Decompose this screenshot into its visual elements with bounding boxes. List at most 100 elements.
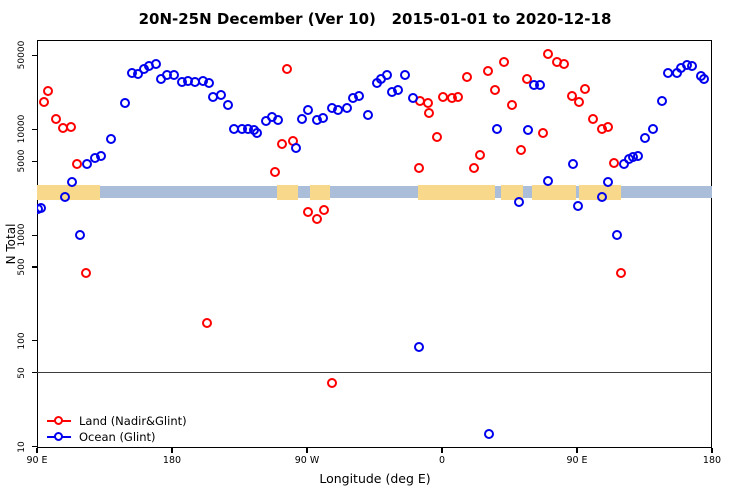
- scatter-point-land: [559, 58, 570, 69]
- scatter-point-ocean: [382, 69, 393, 80]
- scatter-point-ocean: [272, 114, 283, 125]
- scatter-point-ocean: [413, 342, 424, 353]
- scatter-point-land: [281, 63, 292, 74]
- scatter-point-ocean: [596, 191, 607, 202]
- scatter-point-ocean: [640, 132, 651, 143]
- scatter-point-ocean: [484, 428, 495, 439]
- y-tick-label: 5000: [17, 149, 27, 173]
- x-tick: [576, 448, 578, 453]
- scatter-point-land: [616, 268, 627, 279]
- x-tick-label: 180: [162, 455, 182, 466]
- y-tick-label: 50: [17, 366, 27, 379]
- scatter-point-land: [475, 150, 486, 161]
- scatter-point-land: [461, 71, 472, 82]
- scatter-point-ocean: [572, 200, 583, 211]
- scatter-point-land: [326, 378, 337, 389]
- scatter-point-ocean: [251, 127, 262, 138]
- map-strip-land: [418, 184, 495, 200]
- scatter-point-land: [482, 66, 493, 77]
- y-tick: [32, 234, 37, 236]
- plot-area: [37, 40, 712, 448]
- scatter-point-ocean: [151, 58, 162, 69]
- scatter-point-ocean: [37, 202, 46, 213]
- scatter-point-land: [515, 144, 526, 155]
- scatter-point-ocean: [568, 158, 579, 169]
- scatter-point-land: [413, 162, 424, 173]
- x-tick-label: 90 E: [566, 455, 588, 466]
- y-tick-label: 500: [17, 258, 27, 276]
- x-tick-label: 0: [438, 455, 446, 466]
- scatter-point-ocean: [106, 133, 117, 144]
- scatter-point-land: [499, 56, 510, 67]
- scatter-point-land: [269, 167, 280, 177]
- legend-item-land: Land (Nadir&Glint): [47, 413, 187, 429]
- x-tick-label: 180: [702, 455, 722, 466]
- legend-label-ocean: Ocean (Glint): [79, 430, 156, 444]
- scatter-point-land: [319, 205, 330, 216]
- y-tick: [32, 266, 37, 268]
- legend-label-land: Land (Nadir&Glint): [79, 414, 187, 428]
- scatter-point-ocean: [302, 104, 313, 115]
- scatter-point-ocean: [686, 60, 697, 71]
- scatter-point-ocean: [223, 99, 234, 110]
- scatter-point-ocean: [611, 229, 622, 240]
- scatter-point-land: [608, 158, 619, 169]
- scatter-point-land: [422, 97, 433, 108]
- scatter-point-ocean: [203, 78, 214, 89]
- y-tick: [32, 54, 37, 57]
- scatter-point-land: [587, 113, 598, 124]
- scatter-point-land: [43, 85, 54, 96]
- scatter-point-ocean: [535, 80, 546, 91]
- scatter-point-land: [202, 318, 213, 329]
- scatter-point-land: [542, 48, 553, 59]
- scatter-point-ocean: [215, 89, 226, 100]
- scatter-point-ocean: [290, 142, 301, 153]
- scatter-point-land: [65, 121, 76, 132]
- map-strip-land: [532, 184, 576, 200]
- scatter-point-ocean: [169, 70, 180, 81]
- land-marker-icon: [47, 415, 71, 427]
- scatter-point-ocean: [698, 73, 709, 84]
- scatter-point-ocean: [523, 125, 534, 136]
- x-tick: [306, 448, 308, 453]
- legend-item-ocean: Ocean (Glint): [47, 429, 187, 445]
- scatter-point-ocean: [296, 113, 307, 124]
- scatter-point-ocean: [82, 158, 93, 169]
- scatter-point-land: [80, 268, 91, 279]
- scatter-point-land: [469, 162, 480, 173]
- scatter-point-ocean: [317, 112, 328, 123]
- x-tick: [441, 448, 443, 453]
- scatter-point-land: [521, 73, 532, 84]
- scatter-point-ocean: [514, 196, 525, 207]
- scatter-point-ocean: [67, 176, 78, 187]
- y-tick: [32, 446, 37, 448]
- scatter-point-ocean: [362, 109, 373, 120]
- scatter-point-ocean: [491, 124, 502, 135]
- plot-border: [37, 40, 712, 448]
- y-tick: [32, 128, 37, 130]
- map-strip-land: [500, 184, 523, 200]
- map-strip-land: [277, 184, 298, 200]
- y-tick-label: 100: [17, 332, 27, 350]
- scatter-point-ocean: [74, 229, 85, 240]
- reference-line: [37, 371, 712, 374]
- scatter-point-land: [71, 159, 82, 170]
- map-strip-land: [310, 184, 330, 200]
- y-tick: [32, 340, 37, 342]
- scatter-point-land: [602, 121, 613, 132]
- scatter-point-land: [574, 96, 585, 107]
- x-axis-title: Longitude (deg E): [319, 471, 431, 486]
- scatter-point-ocean: [647, 123, 658, 134]
- y-tick: [32, 160, 37, 162]
- map-strip-land: [37, 184, 100, 200]
- scatter-point-ocean: [341, 102, 352, 113]
- scatter-point-land: [311, 214, 322, 225]
- x-tick-label: 90 E: [26, 455, 48, 466]
- scatter-point-land: [38, 96, 49, 107]
- ocean-marker-icon: [47, 431, 71, 443]
- scatter-point-ocean: [95, 150, 106, 161]
- scatter-point-land: [490, 84, 501, 95]
- scatter-point-ocean: [656, 95, 667, 106]
- scatter-point-ocean: [542, 175, 553, 186]
